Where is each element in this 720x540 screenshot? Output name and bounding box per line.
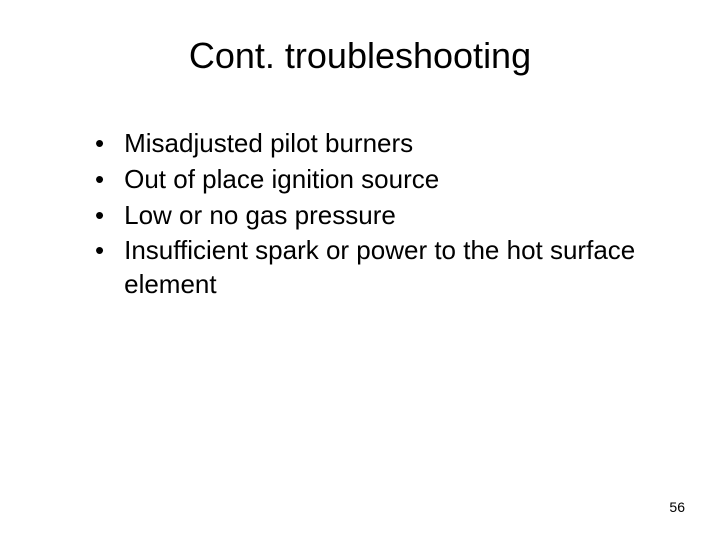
bullet-item: • Low or no gas pressure bbox=[95, 199, 670, 233]
bullet-text: Out of place ignition source bbox=[124, 163, 439, 197]
slide-title: Cont. troubleshooting bbox=[50, 35, 670, 77]
bullet-mark-icon: • bbox=[95, 199, 104, 233]
bullet-list: • Misadjusted pilot burners • Out of pla… bbox=[95, 127, 670, 302]
bullet-mark-icon: • bbox=[95, 234, 104, 268]
bullet-item: • Misadjusted pilot burners bbox=[95, 127, 670, 161]
slide-container: Cont. troubleshooting • Misadjusted pilo… bbox=[0, 0, 720, 540]
bullet-item: • Out of place ignition source bbox=[95, 163, 670, 197]
bullet-text: Misadjusted pilot burners bbox=[124, 127, 413, 161]
bullet-item: • Insufficient spark or power to the hot… bbox=[95, 234, 670, 302]
page-number: 56 bbox=[669, 499, 685, 515]
bullet-text: Low or no gas pressure bbox=[124, 199, 396, 233]
bullet-mark-icon: • bbox=[95, 163, 104, 197]
bullet-text: Insufficient spark or power to the hot s… bbox=[124, 234, 670, 302]
bullet-mark-icon: • bbox=[95, 127, 104, 161]
